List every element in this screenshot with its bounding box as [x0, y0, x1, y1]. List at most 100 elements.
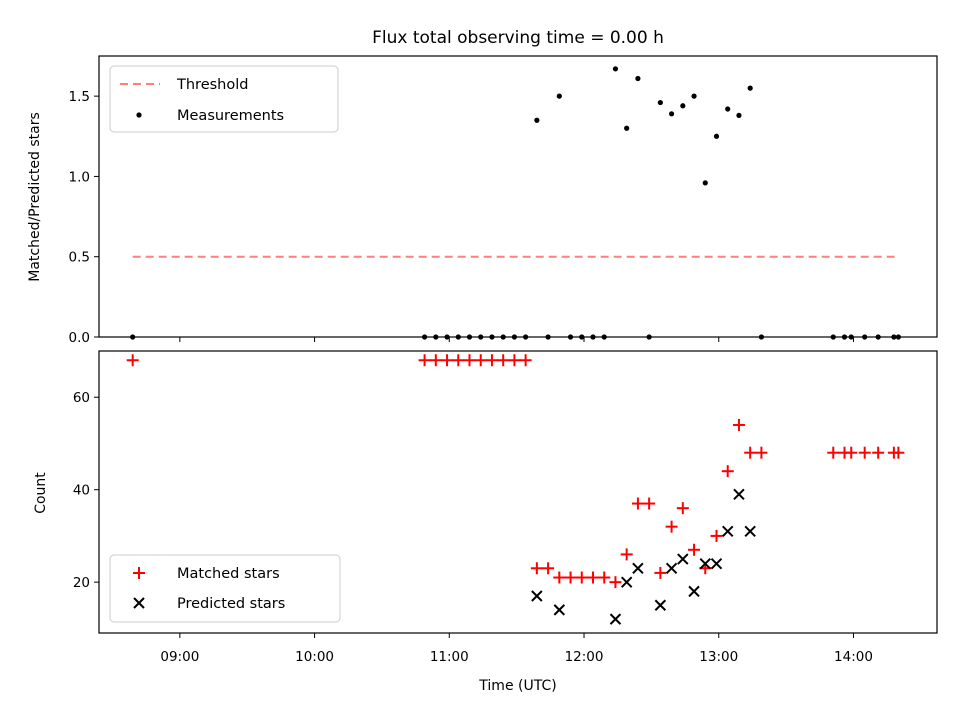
matched-star-marker: [418, 354, 431, 367]
bottom-y-axis-label: Count: [33, 472, 49, 514]
legend-threshold-label: Threshold: [176, 77, 248, 93]
matched-star-marker: [530, 562, 543, 575]
bottom-y-ticks: 20 40 60: [73, 390, 99, 591]
matched-star-marker: [858, 446, 871, 459]
measurement-point: [579, 334, 585, 340]
chart-title: Flux total observing time = 0.00 h: [372, 28, 664, 48]
matched-star-marker: [586, 571, 599, 584]
bottom-x-tick-label: 12:00: [565, 649, 604, 665]
matched-star-marker: [609, 576, 622, 589]
measurement-point: [725, 106, 731, 112]
bottom-legend: Matched stars Predicted stars: [109, 554, 341, 623]
bottom-y-tick-label: 40: [73, 483, 90, 499]
bottom-x-ticks: 09:00 10:00 11:00 12:00 13:00 14:00: [160, 633, 873, 665]
legend-predicted-label: Predicted stars: [177, 596, 285, 612]
predicted-star-marker: [654, 599, 667, 611]
predicted-star-marker: [620, 576, 633, 588]
matched-star-marker: [744, 446, 757, 459]
top-y-tick-label: 0.0: [69, 330, 90, 346]
measurement-point: [624, 125, 630, 131]
matched-star-marker: [508, 354, 521, 367]
bottom-plot-frame: [98, 350, 938, 634]
measurement-point: [657, 99, 663, 106]
legend-measurements-swatch: [136, 112, 142, 118]
measurement-point: [556, 93, 562, 99]
matched-star-marker: [643, 497, 656, 510]
legend-matched-label: Matched stars: [177, 566, 280, 582]
matched-star-marker: [665, 520, 678, 533]
predicted-star-marker: [722, 525, 734, 538]
measurement-point: [500, 334, 506, 340]
measurement-point: [601, 334, 607, 340]
matched-star-marker: [126, 354, 139, 367]
top-legend: Threshold Measurements: [109, 65, 339, 133]
matched-star-marker: [710, 529, 723, 542]
predicted-star-marker: [531, 590, 543, 602]
bottom-panel: Count Time (UTC) 20 40 60 09:00 10:00 11:00 1…: [33, 350, 938, 694]
predicted-star-marker: [688, 585, 700, 598]
matched-star-marker: [598, 571, 611, 584]
matched-star-marker: [688, 543, 701, 556]
top-legend-box: [109, 65, 339, 133]
measurement-point: [433, 334, 439, 340]
predicted-star-marker: [710, 557, 723, 570]
top-plot-frame: [98, 55, 938, 338]
measurement-point: [691, 93, 697, 99]
measurement-point: [511, 334, 518, 340]
measurement-point: [895, 334, 901, 340]
matched-star-marker: [872, 446, 885, 459]
matched-star-marker: [429, 354, 442, 367]
legend-measurements-label: Measurements: [177, 108, 284, 124]
matched-star-marker: [441, 354, 454, 367]
measurement-point: [489, 334, 495, 340]
measurement-point: [455, 334, 461, 340]
measurement-point: [758, 334, 765, 340]
measurement-point: [680, 103, 686, 109]
matched-star-marker: [575, 571, 588, 584]
top-y-tick-label: 1.0: [69, 169, 90, 185]
matched-star-marker: [654, 566, 667, 579]
measurement-point: [545, 334, 551, 340]
top-y-tick-label: 1.5: [69, 89, 90, 105]
bottom-x-tick-label: 09:00: [160, 649, 199, 665]
measurement-point: [862, 334, 868, 340]
measurement-point: [612, 66, 619, 72]
measurement-point: [466, 334, 473, 340]
top-y-ticks: 0.0 0.5 1.0 1.5: [69, 89, 99, 346]
matched-star-marker: [452, 354, 465, 367]
top-y-tick-label: 0.5: [69, 250, 90, 266]
measurement-point: [444, 334, 450, 340]
measurement-point: [848, 334, 854, 340]
matched-star-marker: [497, 354, 510, 367]
matched-star-marker: [755, 446, 768, 459]
bottom-x-tick-label: 14:00: [834, 649, 873, 665]
bottom-x-tick-label: 13:00: [699, 649, 738, 665]
predicted-star-marker: [665, 562, 678, 574]
matched-star-marker: [676, 502, 689, 515]
bottom-data-marks: [126, 354, 905, 625]
measurement-point: [713, 133, 720, 139]
predicted-star-marker: [632, 562, 644, 574]
predicted-star-marker: [733, 488, 745, 501]
predicted-star-marker: [677, 553, 689, 565]
matched-star-marker: [631, 497, 644, 510]
predicted-star-marker: [553, 604, 566, 616]
matched-star-marker: [845, 446, 858, 459]
top-data-marks: [130, 66, 901, 340]
measurement-point: [567, 334, 574, 340]
bottom-x-tick-label: 11:00: [430, 649, 469, 665]
measurement-point: [523, 334, 529, 340]
predicted-star-marker: [699, 557, 711, 570]
matched-star-marker: [542, 562, 555, 575]
predicted-star-marker: [744, 525, 756, 538]
measurement-point: [736, 112, 742, 119]
measurement-point: [702, 180, 708, 186]
bottom-x-tick-label: 10:00: [295, 649, 334, 665]
measurement-point: [875, 334, 881, 340]
matched-star-marker: [827, 446, 840, 459]
measurement-point: [891, 334, 897, 340]
bottom-y-tick-label: 20: [73, 575, 90, 591]
legend-matched-swatch: [133, 567, 145, 579]
measurement-point: [478, 334, 484, 340]
matched-star-marker: [485, 354, 498, 367]
